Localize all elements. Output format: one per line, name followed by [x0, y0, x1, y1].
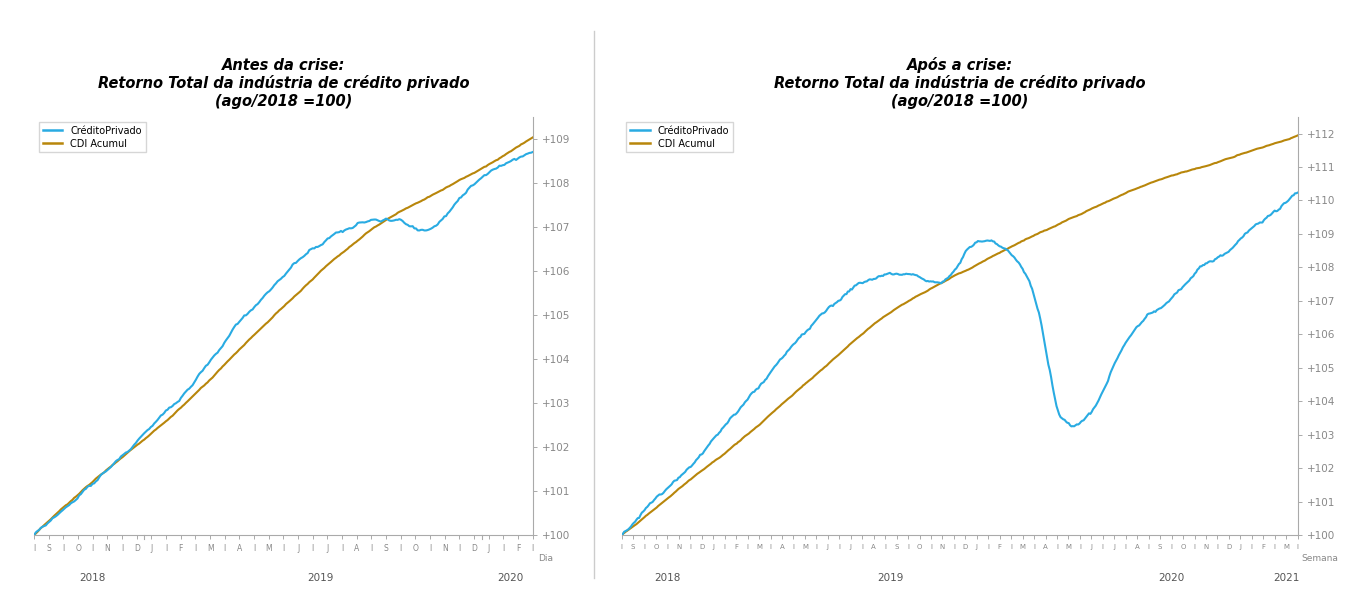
Title: Antes da crise:
Retorno Total da indústria de crédito privado
(ago/2018 =100): Antes da crise: Retorno Total da indústr… [98, 58, 469, 109]
Text: 2020: 2020 [1158, 573, 1184, 582]
Text: 2018: 2018 [654, 573, 680, 582]
Text: Semana: Semana [1300, 554, 1337, 563]
Text: Dia: Dia [538, 554, 553, 563]
Text: 2018: 2018 [79, 573, 107, 582]
Text: 2021: 2021 [1273, 573, 1299, 582]
Text: 2019: 2019 [878, 573, 904, 582]
Text: 2019: 2019 [307, 573, 333, 582]
Legend: CréditoPrivado, CDI Acumul: CréditoPrivado, CDI Acumul [40, 122, 146, 153]
Title: Após a crise:
Retorno Total da indústria de crédito privado
(ago/2018 =100): Após a crise: Retorno Total da indústria… [775, 57, 1145, 109]
Text: 2020: 2020 [497, 573, 525, 582]
Legend: CréditoPrivado, CDI Acumul: CréditoPrivado, CDI Acumul [627, 122, 734, 153]
